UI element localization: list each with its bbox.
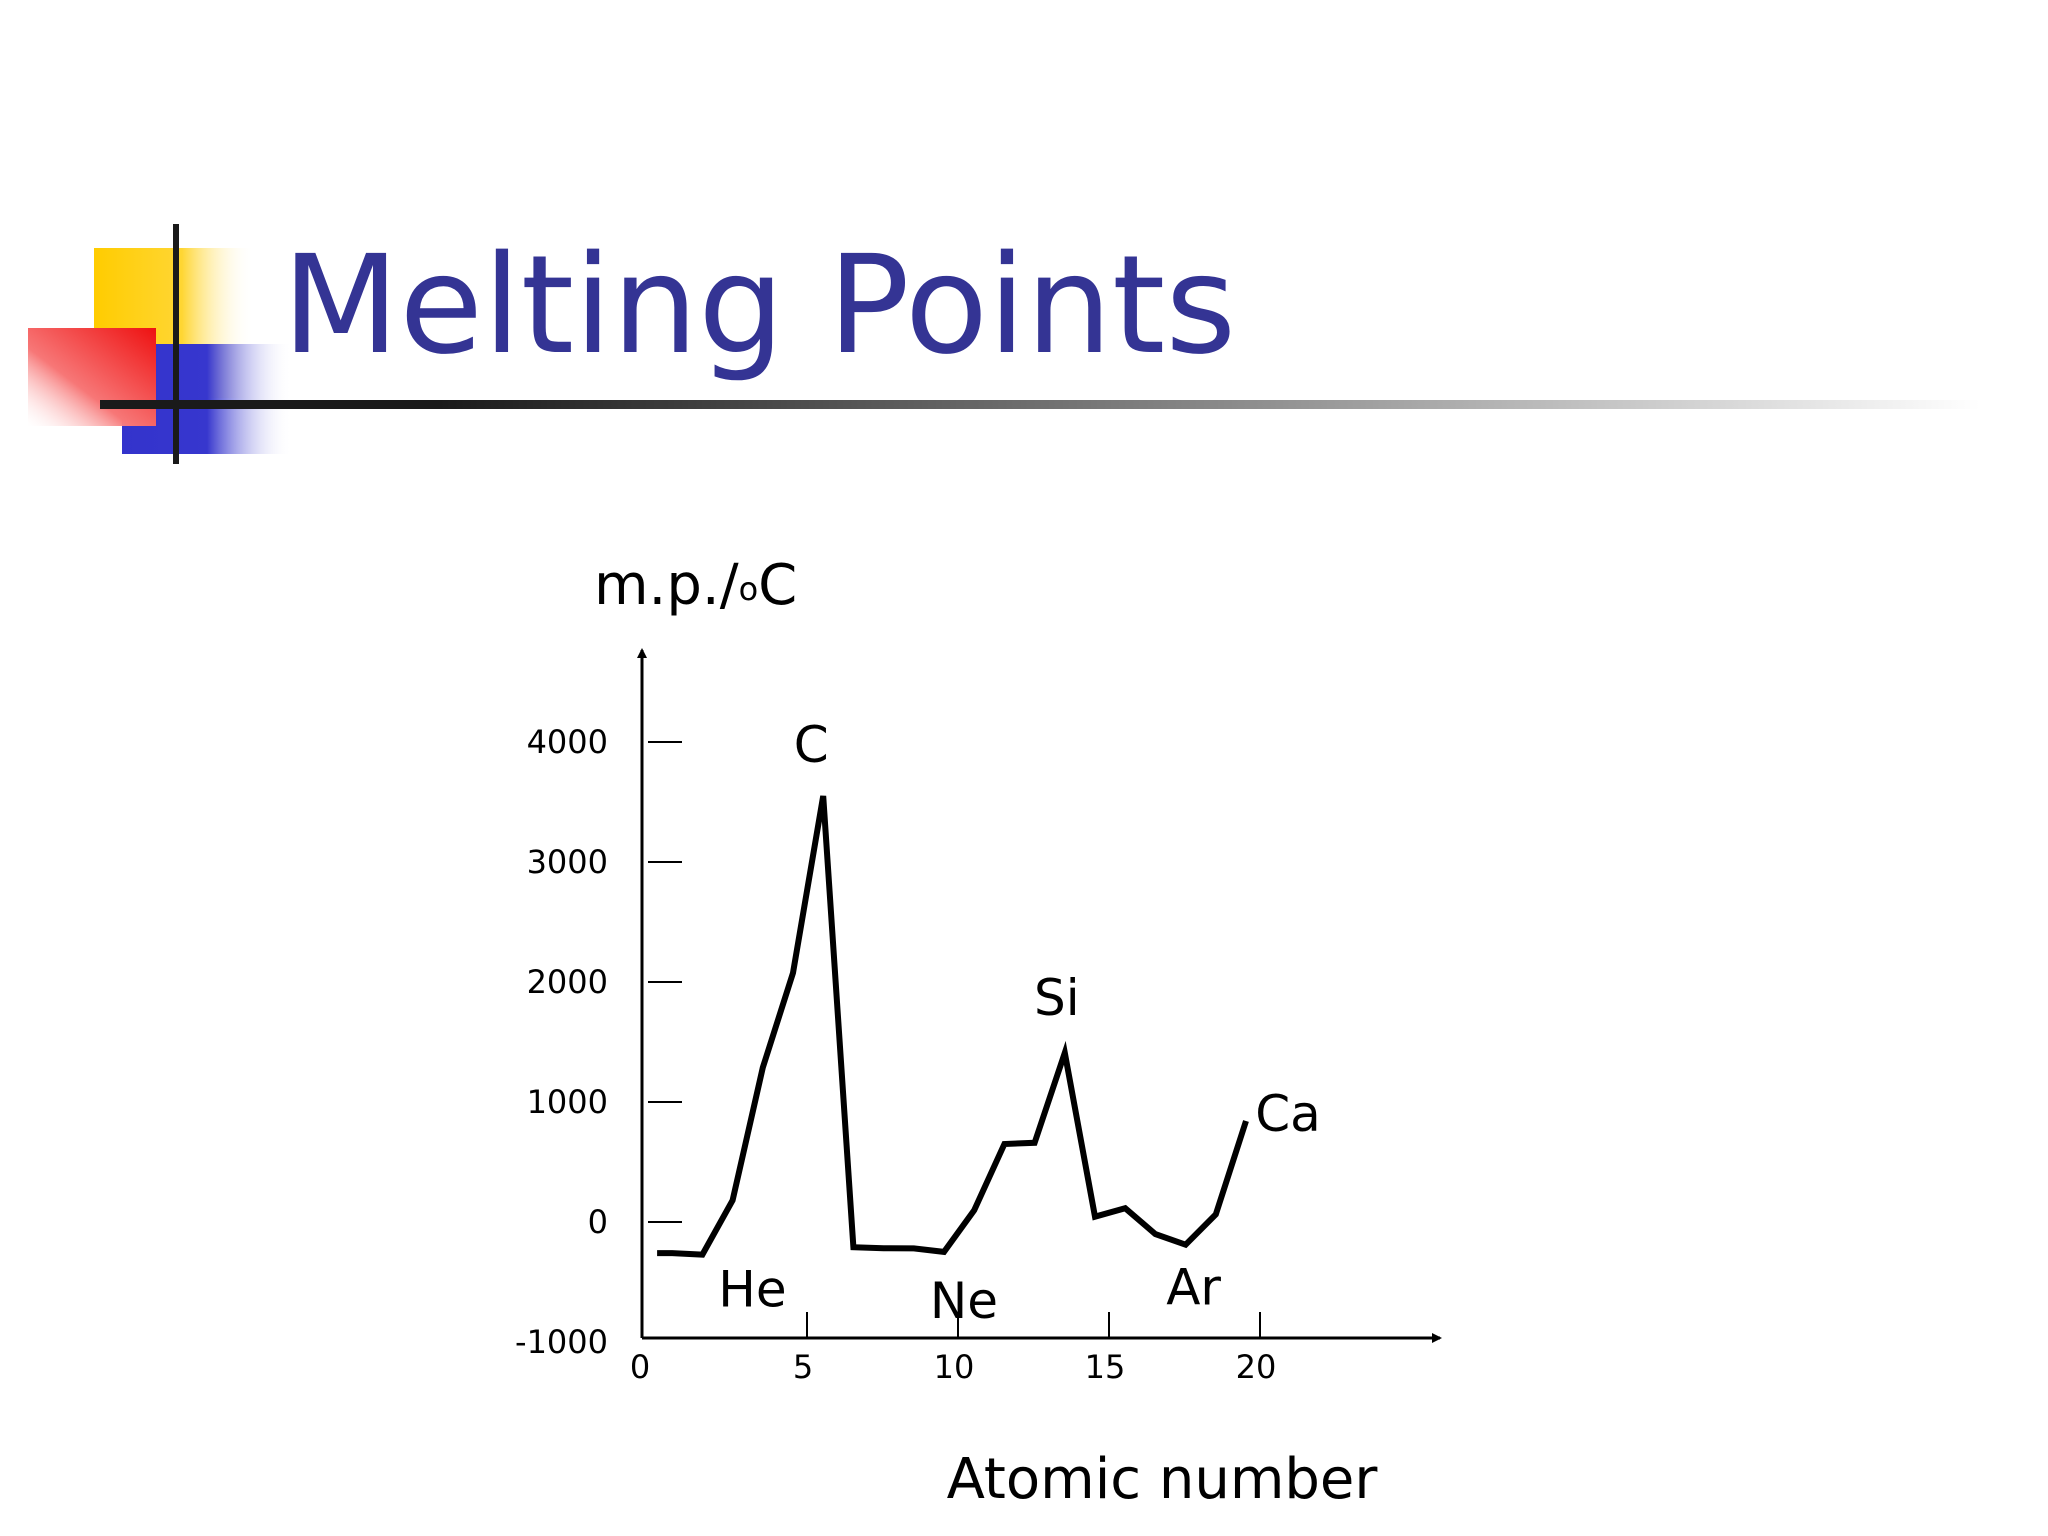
x-tick-label: 0 — [630, 1348, 650, 1386]
element-label-ca: Ca — [1255, 1085, 1321, 1143]
y-axis-label: m.p./oC — [594, 553, 797, 618]
y-tick-label: 1000 — [527, 1083, 608, 1121]
x-tick-label: 15 — [1085, 1348, 1126, 1386]
x-axis-label: Atomic number — [947, 1447, 1379, 1512]
slide-logo-decoration — [28, 224, 292, 464]
element-label-he: He — [718, 1261, 786, 1319]
title-underline — [100, 400, 1980, 409]
y-tick-label: -1000 — [515, 1323, 608, 1361]
element-label-c: C — [794, 716, 829, 774]
y-tick-label: 3000 — [527, 843, 608, 881]
x-tick-label: 20 — [1236, 1348, 1277, 1386]
x-tick-label: 5 — [793, 1348, 813, 1386]
element-label-ar: Ar — [1166, 1259, 1221, 1317]
y-tick-label: 0 — [588, 1203, 608, 1241]
element-label-si: Si — [1034, 969, 1080, 1027]
logo-red-square — [28, 328, 156, 426]
y-tick-label: 2000 — [527, 963, 608, 1001]
slide-title: Melting Points — [282, 227, 1237, 385]
x-tick-label: 10 — [934, 1348, 975, 1386]
element-label-ne: Ne — [930, 1272, 998, 1330]
y-tick-label: 4000 — [527, 723, 608, 761]
series-line — [657, 795, 1249, 1258]
